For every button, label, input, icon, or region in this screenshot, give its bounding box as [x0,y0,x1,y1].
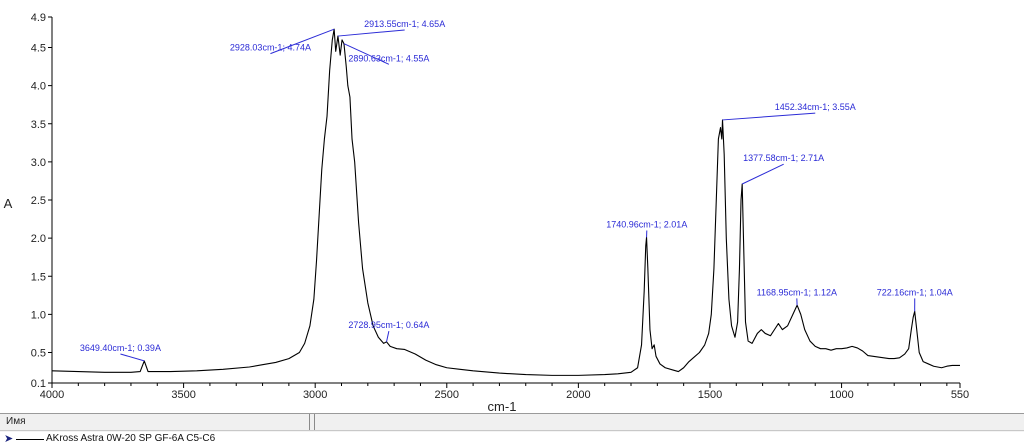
y-tick-label: 4.9 [31,12,46,24]
legend-series-name: AKross Astra 0W-20 SP GF-6A C5-C6 [46,433,215,445]
x-tick-label: 1500 [698,389,722,401]
y-axis-label: A [4,196,13,211]
x-tick-label: 3000 [303,389,327,401]
x-tick-label: 2500 [435,389,459,401]
peak-annotation: 722.16cm-1; 1.04A [877,287,953,297]
peak-annotation: 3649.40cm-1; 0.39A [80,343,161,353]
peak-annotation: 1740.96cm-1; 2.01A [606,220,687,230]
y-axis-ticks: 0.10.51.01.52.02.53.03.54.04.54.9 [31,12,52,390]
x-tick-label: 4000 [40,389,64,401]
y-tick-label: 4.0 [31,81,46,93]
name-column-header[interactable]: Имя [6,416,25,427]
peak-annotation: 2928.03cm-1; 4.74A [230,43,311,53]
series-line-swatch [16,439,44,440]
annotation-leader [723,113,816,120]
x-tick-label: 3500 [171,389,195,401]
peak-annotation: 1452.34cm-1; 3.55A [775,102,856,112]
legend-series-row[interactable]: ➤ AKross Astra 0W-20 SP GF-6A C5-C6 [0,432,1024,446]
peak-annotation: 1377.58cm-1; 2.71A [743,153,824,163]
y-tick-label: 2.0 [31,233,46,245]
spectrum-line [52,29,960,375]
current-row-arrow-icon: ➤ [4,433,13,445]
series-layer [52,29,960,375]
y-tick-label: 3.5 [31,119,46,131]
column-resize-handle[interactable] [309,414,315,430]
x-tick-label: 2000 [566,389,590,401]
legend-header: Имя [0,414,1024,431]
peak-annotation: 2890.63cm-1; 4.55A [348,53,429,63]
peak-annotation: 2728.95cm-1; 0.64A [348,320,429,330]
y-tick-label: 1.0 [31,309,46,321]
annotation-leader [742,164,783,184]
legend-panel: Имя ➤ AKross Astra 0W-20 SP GF-6A C5-C6 [0,413,1024,446]
peak-annotation: 2913.55cm-1; 4.65A [364,19,445,29]
annotations-layer: 3649.40cm-1; 0.39A 2928.03cm-1; 4.74A 2913… [80,19,953,361]
peak-annotation: 1168.95cm-1; 1.12A [757,287,837,297]
y-tick-label: 3.0 [31,157,46,169]
x-tick-label: 550 [951,389,969,401]
y-tick-label: 4.5 [31,43,46,55]
x-tick-label: 1000 [829,389,853,401]
axes [52,17,960,383]
y-tick-label: 0.5 [31,348,46,360]
x-axis-label: cm-1 [488,399,517,412]
y-tick-label: 1.5 [31,271,46,283]
annotation-leader [387,331,389,342]
annotation-leader [120,354,144,361]
y-tick-label: 2.5 [31,195,46,207]
annotation-leader [338,30,405,36]
